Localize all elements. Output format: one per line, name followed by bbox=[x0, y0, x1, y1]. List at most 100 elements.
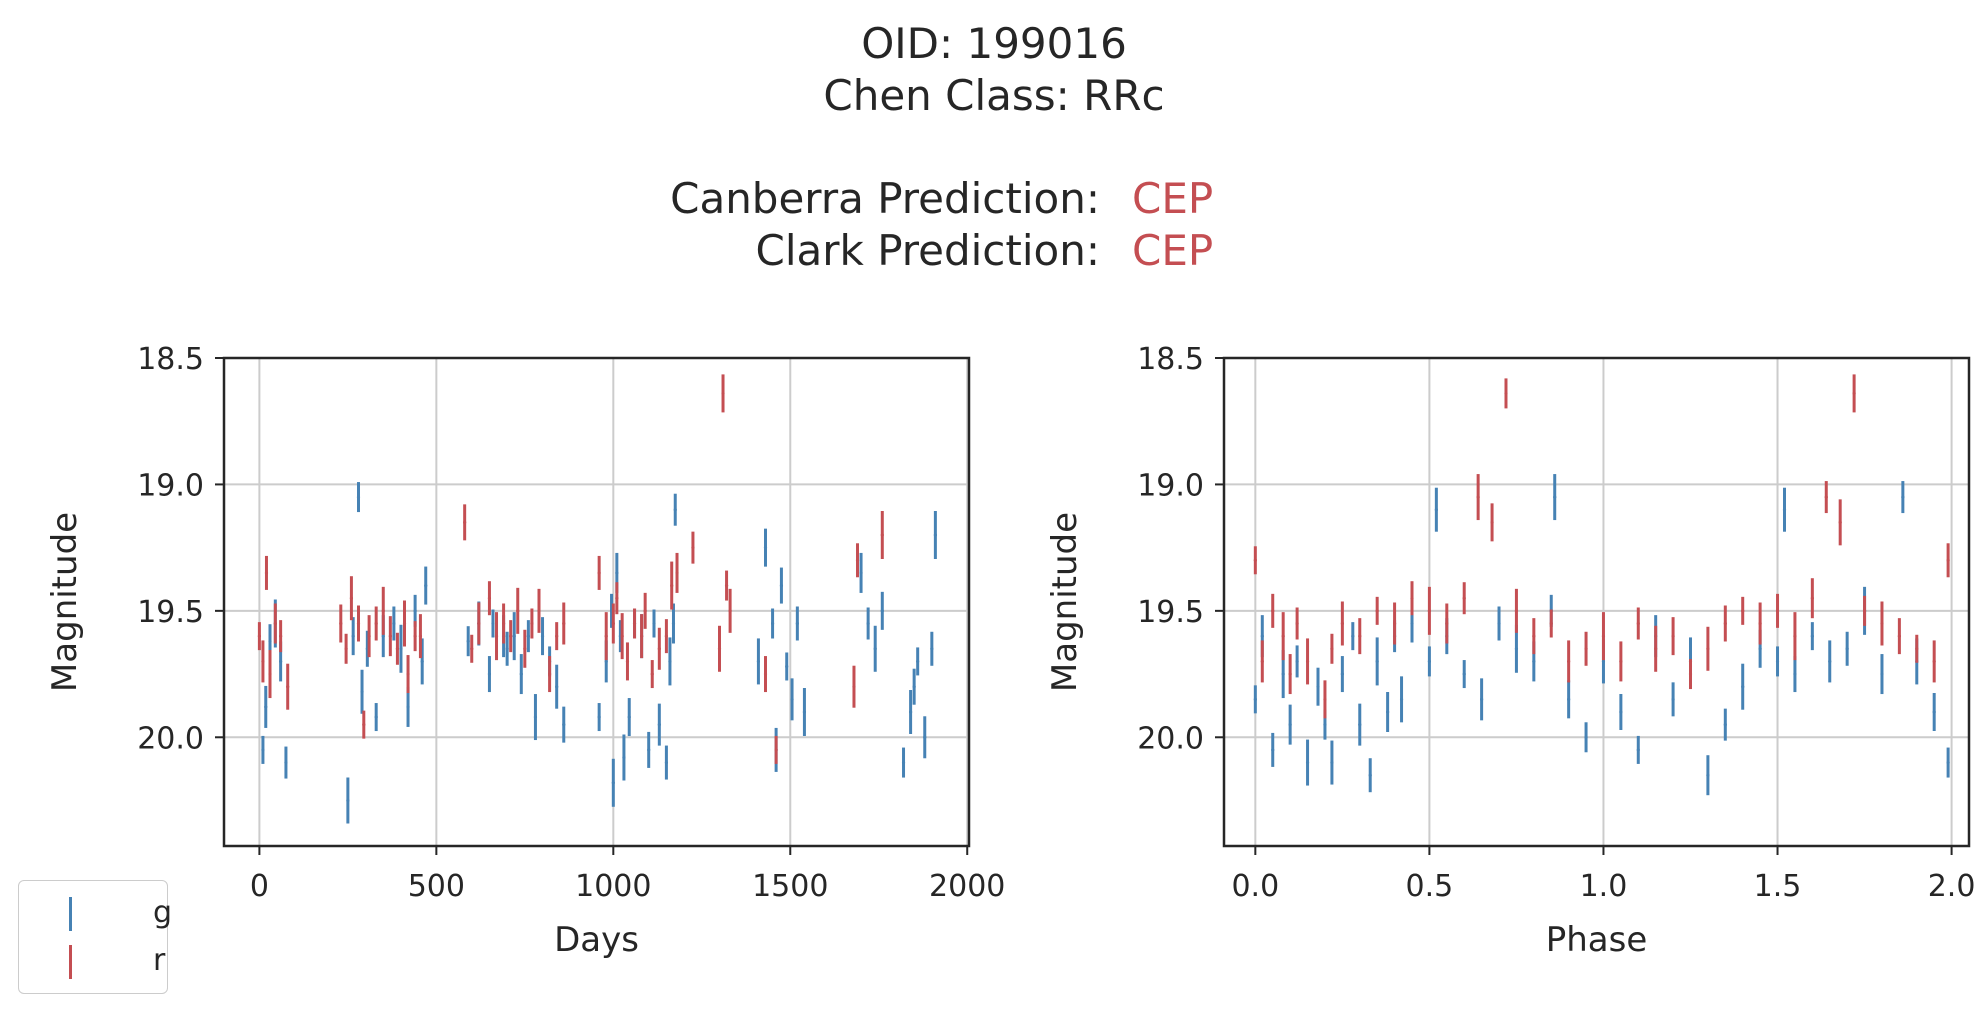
point-r bbox=[1340, 621, 1344, 626]
point-g bbox=[763, 546, 768, 550]
point-g bbox=[399, 647, 403, 651]
x-tick-label: 2.0 bbox=[1928, 869, 1976, 904]
point-r bbox=[413, 634, 417, 638]
point-g bbox=[1758, 647, 1762, 651]
panel-1: 0 500 1000 1500 2000 18.5 19.0 19.5 20.0 Days Magn… bbox=[45, 342, 1005, 960]
point-r bbox=[1838, 520, 1842, 524]
point-r bbox=[615, 596, 619, 600]
oid-title: OID: 199016 bbox=[861, 19, 1127, 68]
point-g bbox=[1782, 508, 1787, 512]
point-r bbox=[1330, 647, 1334, 651]
point-g bbox=[1271, 748, 1275, 752]
point-g bbox=[1497, 621, 1501, 626]
point-r bbox=[1619, 659, 1623, 664]
point-r bbox=[650, 672, 654, 676]
point-g bbox=[802, 710, 807, 714]
point-g bbox=[1706, 773, 1710, 777]
point-r bbox=[1295, 621, 1299, 626]
point-g bbox=[374, 715, 378, 719]
point-g bbox=[1351, 634, 1355, 638]
point-g bbox=[770, 621, 775, 626]
point-r bbox=[470, 647, 474, 651]
point-g bbox=[1810, 634, 1814, 638]
point-r bbox=[1253, 558, 1257, 562]
x-tick-label: 0.0 bbox=[1231, 869, 1279, 904]
point-r bbox=[501, 621, 506, 626]
point-g bbox=[1723, 723, 1727, 727]
point-g bbox=[512, 634, 516, 638]
point-r bbox=[1932, 659, 1936, 664]
point-g bbox=[533, 715, 538, 719]
point-g bbox=[671, 621, 676, 626]
point-r bbox=[852, 685, 856, 689]
point-g bbox=[491, 621, 495, 626]
point-r bbox=[1897, 634, 1901, 638]
clark-prediction-label: Clark Prediction: bbox=[755, 226, 1100, 275]
point-g bbox=[1584, 735, 1588, 739]
legend-label-g: g bbox=[153, 895, 173, 930]
point-r bbox=[625, 659, 630, 664]
point-r bbox=[1758, 621, 1762, 626]
y-tick-label: 20.0 bbox=[1137, 721, 1204, 756]
point-r bbox=[1462, 596, 1466, 600]
point-g bbox=[1567, 697, 1571, 701]
point-g bbox=[652, 621, 656, 626]
y-tick-label: 18.5 bbox=[1137, 342, 1204, 377]
point-r bbox=[1305, 659, 1310, 664]
point-g bbox=[1253, 697, 1257, 701]
point-g bbox=[1375, 659, 1379, 664]
point-g bbox=[664, 760, 668, 765]
point-g bbox=[1932, 710, 1936, 714]
point-r bbox=[1636, 621, 1640, 626]
point-g bbox=[1741, 685, 1745, 689]
x-tick-label: 500 bbox=[408, 869, 465, 904]
point-g bbox=[604, 659, 608, 664]
point-g bbox=[1323, 723, 1327, 727]
point-r bbox=[1880, 621, 1884, 626]
point-g bbox=[622, 755, 626, 760]
point-r bbox=[855, 558, 860, 562]
point-g bbox=[1514, 647, 1519, 651]
point-g bbox=[668, 659, 672, 664]
point-r bbox=[1260, 659, 1264, 664]
point-r bbox=[1810, 596, 1814, 600]
point-r bbox=[691, 546, 695, 550]
point-g bbox=[420, 659, 424, 664]
point-g bbox=[505, 647, 509, 651]
point-r bbox=[548, 672, 552, 676]
point-r bbox=[494, 634, 499, 638]
point-r bbox=[1567, 659, 1571, 664]
point-r bbox=[1723, 621, 1727, 626]
point-r bbox=[1427, 609, 1431, 613]
point-r bbox=[1476, 495, 1480, 499]
point-r bbox=[632, 621, 637, 626]
x-axis-label: Phase bbox=[1546, 920, 1648, 960]
canberra-prediction-label: Canberra Prediction: bbox=[670, 174, 1100, 223]
point-g bbox=[413, 609, 417, 613]
point-r bbox=[597, 571, 601, 575]
point-g bbox=[923, 735, 927, 739]
point-g bbox=[1281, 672, 1285, 676]
point-g bbox=[261, 748, 265, 752]
point-r bbox=[374, 621, 378, 626]
point-r bbox=[763, 672, 768, 676]
point-g bbox=[1601, 659, 1606, 664]
canberra-prediction-row: Canberra Prediction: CEP bbox=[0, 173, 1988, 225]
point-r bbox=[523, 647, 527, 651]
point-g bbox=[1793, 672, 1797, 676]
point-g bbox=[555, 685, 559, 689]
point-r bbox=[402, 621, 407, 626]
legend: g r bbox=[18, 880, 172, 994]
point-r bbox=[1584, 647, 1588, 651]
point-g bbox=[1340, 672, 1344, 676]
point-g bbox=[1775, 659, 1780, 664]
point-g bbox=[360, 690, 364, 694]
y-tick-label: 19.0 bbox=[1137, 468, 1204, 503]
point-r bbox=[1532, 634, 1536, 638]
point-g bbox=[1845, 647, 1849, 651]
y-tick-label: 20.0 bbox=[137, 721, 204, 756]
point-g bbox=[901, 760, 906, 765]
y-tick-label: 19.0 bbox=[137, 468, 204, 503]
y-axis-label: Magnitude bbox=[45, 512, 85, 692]
point-g bbox=[1399, 697, 1404, 701]
